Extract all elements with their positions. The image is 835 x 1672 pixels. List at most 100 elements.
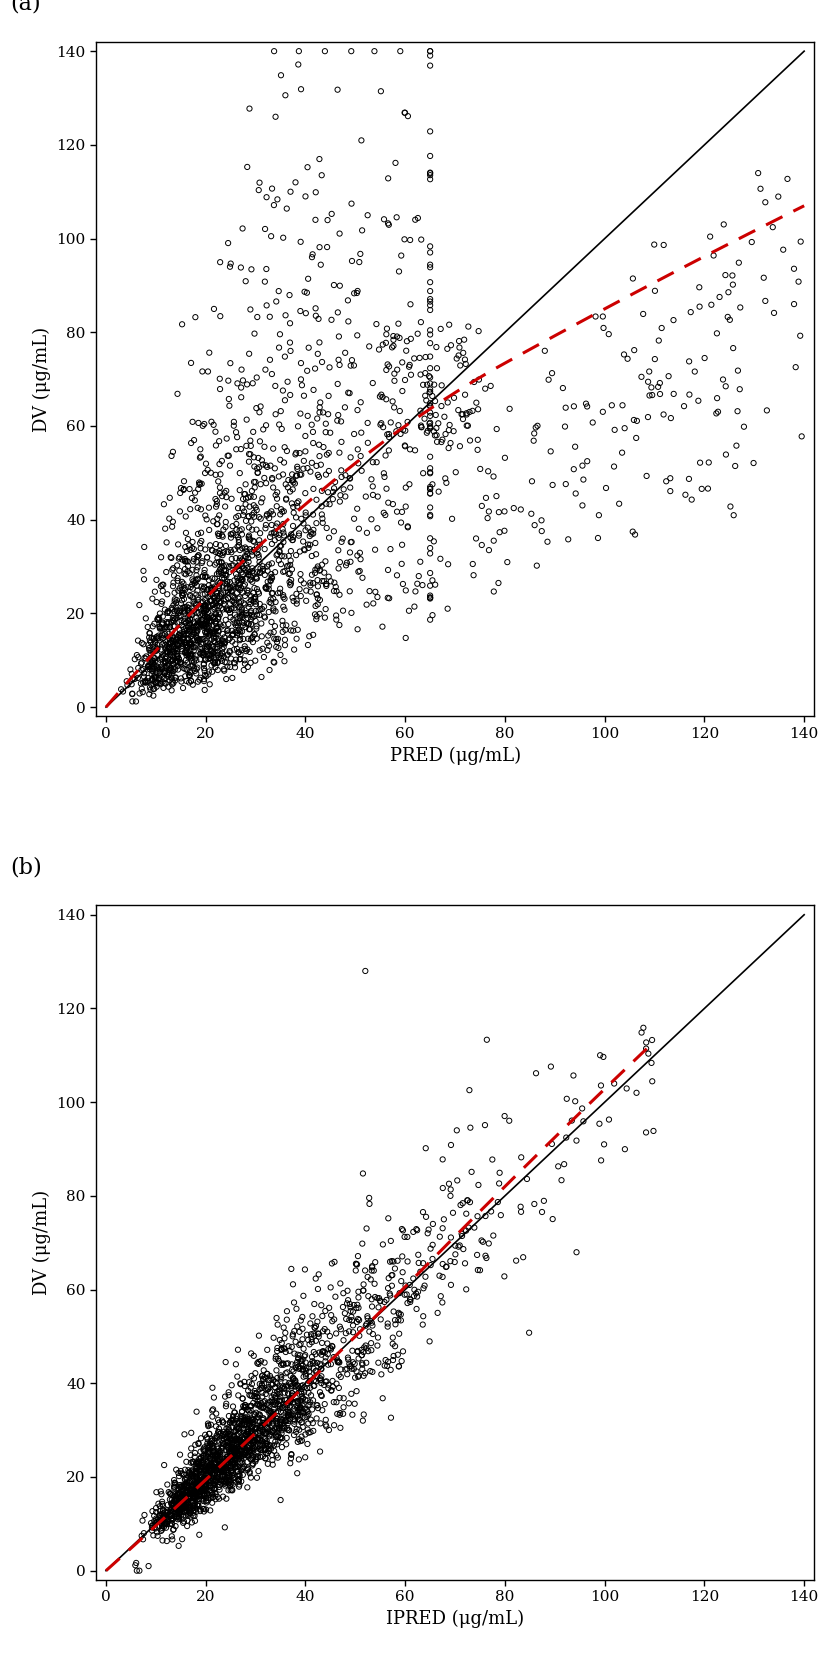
Point <box>244 1425 257 1451</box>
Point <box>286 1271 300 1297</box>
Point <box>211 1448 225 1475</box>
Point <box>306 1388 320 1415</box>
Point <box>237 657 250 684</box>
Point <box>325 201 338 227</box>
Point <box>163 600 176 627</box>
Point <box>182 1493 195 1520</box>
Point <box>205 565 219 592</box>
Point <box>252 1349 266 1376</box>
Point <box>243 1458 256 1485</box>
Point <box>253 532 266 558</box>
Point <box>514 497 528 523</box>
Point <box>440 470 453 497</box>
Point <box>219 1421 232 1448</box>
Point <box>157 674 170 701</box>
Point <box>204 1431 217 1458</box>
Point <box>567 456 580 483</box>
Point <box>233 1461 246 1488</box>
Point <box>256 1406 270 1433</box>
Point <box>168 612 181 639</box>
Point <box>190 1491 204 1518</box>
Point <box>144 677 157 704</box>
Point <box>351 436 364 463</box>
Point <box>310 582 323 609</box>
Point <box>183 560 196 587</box>
Point <box>315 1363 328 1389</box>
Point <box>172 545 185 572</box>
Point <box>160 1528 174 1555</box>
Point <box>243 1433 256 1460</box>
Point <box>271 1445 285 1471</box>
Point <box>233 547 246 573</box>
Point <box>212 548 225 575</box>
Point <box>177 468 190 495</box>
Point <box>391 1341 404 1368</box>
Point <box>235 604 249 630</box>
Point <box>179 1501 192 1528</box>
Point <box>395 242 408 269</box>
Point <box>195 520 208 547</box>
Point <box>135 630 149 657</box>
Point <box>228 537 241 563</box>
Point <box>317 1371 331 1398</box>
Point <box>201 594 215 620</box>
Point <box>182 612 195 639</box>
Point <box>382 211 396 237</box>
Point <box>423 321 437 348</box>
Point <box>284 538 297 565</box>
Point <box>276 510 290 537</box>
Point <box>223 625 236 652</box>
Point <box>200 630 213 657</box>
Point <box>232 589 245 615</box>
Point <box>281 1359 294 1386</box>
Point <box>195 630 208 657</box>
Point <box>182 595 195 622</box>
Point <box>184 1461 197 1488</box>
Point <box>330 602 343 629</box>
Point <box>630 1080 643 1107</box>
Point <box>184 1441 197 1468</box>
Point <box>423 142 437 169</box>
Point <box>183 602 196 629</box>
Point <box>214 1455 227 1481</box>
Point <box>705 291 718 318</box>
Point <box>367 482 380 508</box>
Point <box>199 502 212 528</box>
Point <box>227 1436 240 1463</box>
Point <box>186 614 200 640</box>
Point <box>342 1346 355 1373</box>
Point <box>201 584 215 610</box>
Point <box>304 1383 317 1409</box>
Point <box>324 568 337 595</box>
Point <box>259 1445 272 1471</box>
Point <box>206 1443 220 1470</box>
Point <box>272 1416 286 1443</box>
Point <box>230 418 243 445</box>
Point <box>210 510 224 537</box>
Point <box>183 1480 196 1506</box>
Point <box>259 573 272 600</box>
Point <box>379 329 392 356</box>
Point <box>249 1415 262 1441</box>
Point <box>282 1403 296 1430</box>
Point <box>219 1455 232 1481</box>
Point <box>241 1443 255 1470</box>
Point <box>423 584 437 610</box>
Point <box>187 597 200 624</box>
Point <box>322 458 336 485</box>
Point <box>225 1440 238 1466</box>
Point <box>199 1468 212 1495</box>
Point <box>198 557 211 584</box>
Point <box>380 475 393 502</box>
Point <box>224 1409 237 1436</box>
Point <box>242 1408 256 1435</box>
Point <box>453 433 467 460</box>
Point <box>339 552 352 579</box>
Point <box>200 1455 213 1481</box>
Point <box>401 408 414 435</box>
Point <box>210 1441 223 1468</box>
Point <box>243 558 256 585</box>
Point <box>153 614 166 640</box>
Point <box>382 436 396 463</box>
Point <box>316 1338 330 1364</box>
